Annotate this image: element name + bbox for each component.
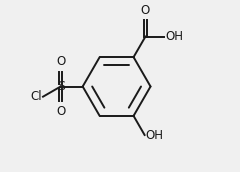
Text: S: S [57, 80, 65, 93]
Text: OH: OH [145, 129, 163, 142]
Text: OH: OH [165, 30, 183, 43]
Text: O: O [56, 55, 65, 68]
Text: Cl: Cl [30, 90, 42, 103]
Text: O: O [56, 105, 65, 118]
Text: O: O [141, 4, 150, 17]
